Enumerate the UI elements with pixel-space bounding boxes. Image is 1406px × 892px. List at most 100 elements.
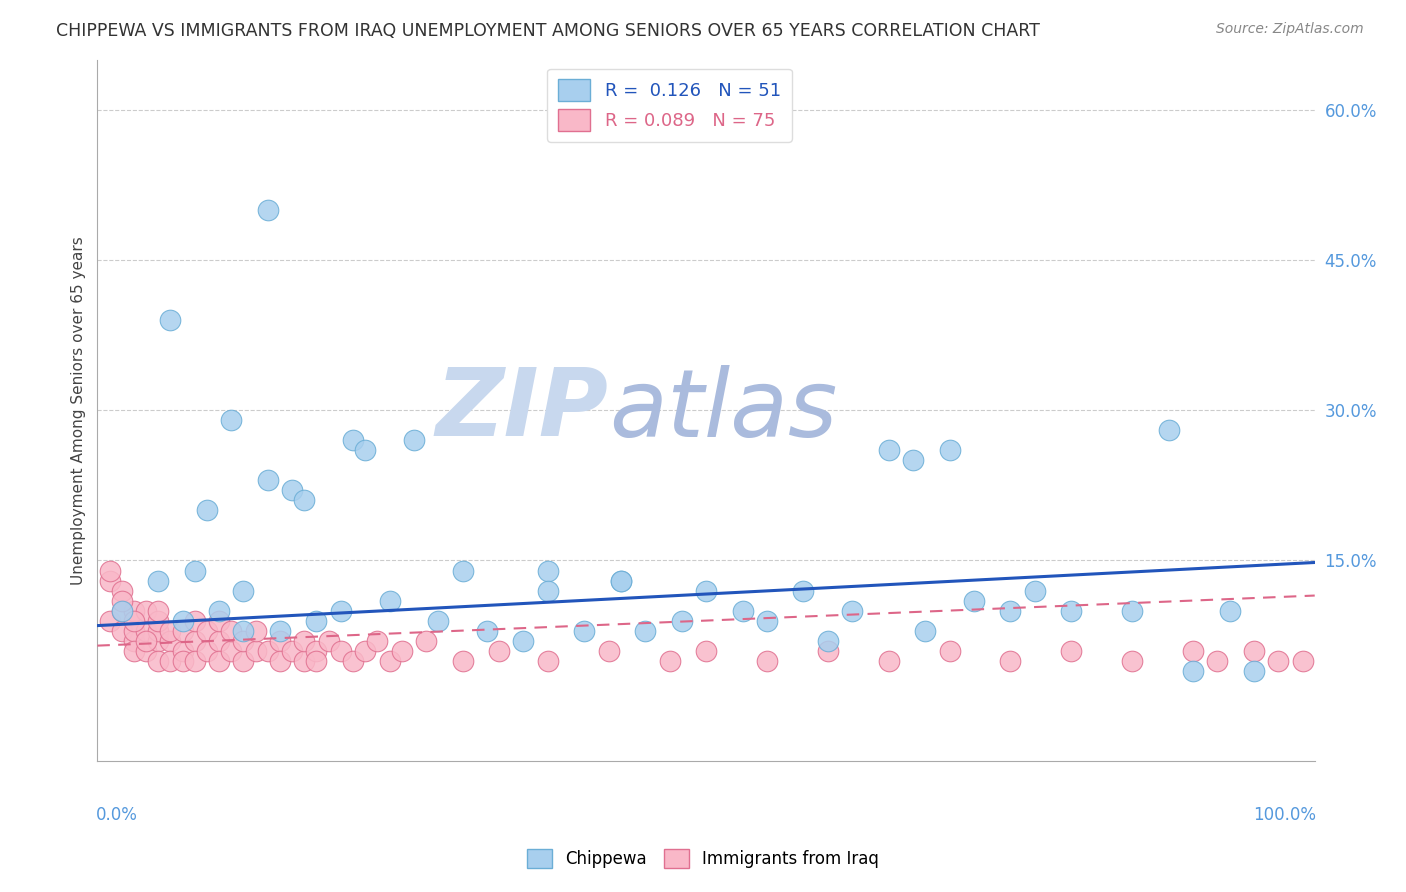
Point [184,654,207,668]
Point [305,614,328,628]
Point [1157,423,1180,437]
Point [159,313,181,327]
Point [195,624,218,638]
Point [292,654,315,668]
Point [172,624,194,638]
Point [232,633,254,648]
Point [598,643,620,657]
Point [342,434,364,448]
Legend: Chippewa, Immigrants from Iraq: Chippewa, Immigrants from Iraq [520,843,886,875]
Point [148,574,170,588]
Point [245,624,267,638]
Point [877,443,900,458]
Point [98,564,121,578]
Point [122,624,145,638]
Text: ZIP: ZIP [436,364,609,456]
Point [159,624,181,638]
Text: Source: ZipAtlas.com: Source: ZipAtlas.com [1216,22,1364,37]
Point [914,624,936,638]
Point [256,202,278,217]
Point [1291,654,1313,668]
Point [232,583,254,598]
Point [281,483,304,498]
Point [610,574,633,588]
Point [1121,654,1143,668]
Point [111,583,134,598]
Point [208,633,231,648]
Point [318,633,340,648]
Point [451,564,474,578]
Point [658,654,681,668]
Point [512,633,534,648]
Point [305,643,328,657]
Point [488,643,510,657]
Point [537,654,560,668]
Point [901,453,924,467]
Point [938,443,960,458]
Text: CHIPPEWA VS IMMIGRANTS FROM IRAQ UNEMPLOYMENT AMONG SENIORS OVER 65 YEARS CORREL: CHIPPEWA VS IMMIGRANTS FROM IRAQ UNEMPLO… [56,22,1040,40]
Point [208,654,231,668]
Point [172,643,194,657]
Point [402,434,425,448]
Point [219,643,242,657]
Point [634,624,657,638]
Point [232,624,254,638]
Point [427,614,450,628]
Point [122,633,145,648]
Point [184,564,207,578]
Point [1024,583,1046,598]
Point [755,614,778,628]
Point [877,654,900,668]
Point [1060,643,1083,657]
Point [122,614,145,628]
Point [256,643,278,657]
Y-axis label: Unemployment Among Seniors over 65 years: Unemployment Among Seniors over 65 years [72,235,86,584]
Point [391,643,413,657]
Point [1000,603,1022,617]
Point [792,583,814,598]
Point [366,633,388,648]
Point [172,654,194,668]
Point [537,583,560,598]
Point [256,473,278,487]
Point [148,654,170,668]
Point [817,643,839,657]
Point [98,614,121,628]
Point [111,603,134,617]
Text: 100.0%: 100.0% [1253,806,1316,824]
Point [354,443,377,458]
Legend: R =  0.126   N = 51, R = 0.089   N = 75: R = 0.126 N = 51, R = 0.089 N = 75 [547,69,792,142]
Point [219,624,242,638]
Point [269,654,291,668]
Point [245,643,267,657]
Point [305,654,328,668]
Point [172,614,194,628]
Point [184,614,207,628]
Point [148,633,170,648]
Point [1181,643,1204,657]
Point [148,614,170,628]
Point [329,643,352,657]
Point [98,574,121,588]
Point [208,603,231,617]
Point [1206,654,1229,668]
Point [451,654,474,668]
Point [195,503,218,517]
Point [963,593,986,607]
Text: atlas: atlas [609,365,837,456]
Point [415,633,437,648]
Point [342,654,364,668]
Point [269,624,291,638]
Point [195,643,218,657]
Point [755,654,778,668]
Point [135,643,157,657]
Point [135,633,157,648]
Point [148,624,170,638]
Point [1218,603,1240,617]
Point [378,654,401,668]
Point [159,633,181,648]
Point [269,633,291,648]
Point [111,603,134,617]
Point [475,624,498,638]
Point [111,593,134,607]
